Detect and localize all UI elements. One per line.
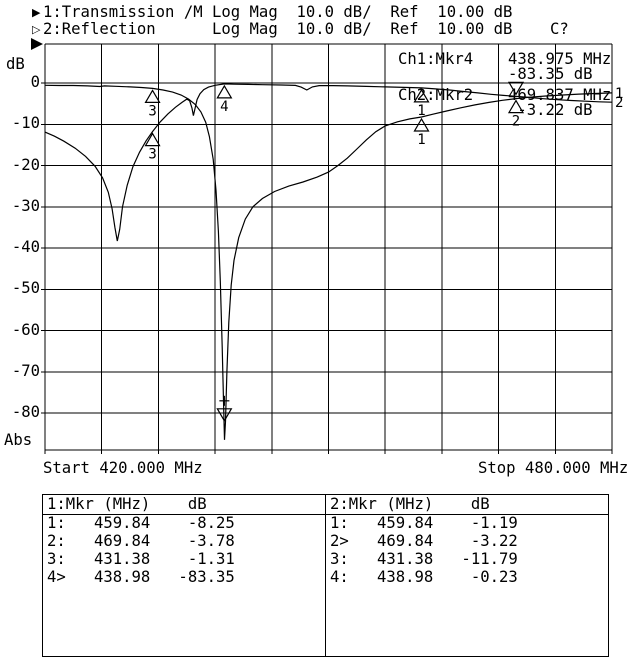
- y-tick-label: -60: [11, 320, 40, 339]
- marker-1-4-symbol: [216, 395, 233, 423]
- trace-2-end-label: 2: [615, 95, 623, 111]
- trace-1-end-label: 1: [615, 86, 623, 102]
- readout-ch2-value: -3.22 dB: [508, 101, 593, 119]
- marker-table-ch2-header: 2:Mkr (MHz) dB: [330, 495, 490, 513]
- y-tick-label: -70: [11, 361, 40, 380]
- y-tick-label: -40: [11, 238, 40, 256]
- trace2-header: 2:Reflection Log Mag 10.0 dB/ Ref 10.00 …: [43, 20, 569, 38]
- y-axis-unit-label: dB: [6, 55, 25, 73]
- trace-1: [44, 84, 613, 440]
- marker-table-ch1-header: 1:Mkr (MHz) dB: [47, 495, 207, 513]
- svg-text:1: 1: [417, 103, 425, 119]
- start-frequency-label: Start 420.000 MHz: [43, 459, 203, 477]
- readout-ch1-frequency: 438.975 MHz: [508, 50, 612, 68]
- marker-table-row: 4: 438.98 -0.23: [330, 568, 518, 586]
- marker-table-row: 2: 469.84 -3.78: [47, 532, 235, 550]
- marker-2-3-symbol: 3: [144, 132, 161, 163]
- y-tick-label: -50: [11, 279, 40, 298]
- svg-text:4: 4: [220, 99, 228, 115]
- y-tick-label: -20: [11, 155, 40, 174]
- marker-1-3-symbol: 3: [144, 89, 161, 119]
- svg-text:3: 3: [148, 103, 156, 119]
- marker-table-row: 4> 438.98 -83.35: [47, 568, 235, 586]
- marker-table-row: 3: 431.38 -11.79: [330, 550, 518, 568]
- y-axis-abs-label: Abs: [4, 431, 33, 449]
- marker-table-row: 1: 459.84 -1.19: [330, 514, 518, 532]
- marker-table-ch1-divider: [43, 514, 325, 515]
- reference-level-indicator-icon: [31, 38, 43, 50]
- y-tick-label: -30: [11, 196, 40, 215]
- trace1-active-indicator-icon: ▶: [32, 6, 41, 19]
- marker-table-row: 3: 431.38 -1.31: [47, 550, 235, 568]
- readout-ch1-value: -83.35 dB: [508, 65, 593, 83]
- stop-frequency-label: Stop 480.000 MHz: [478, 459, 629, 477]
- y-tick-label: 0: [30, 73, 40, 91]
- svg-text:3: 3: [148, 147, 156, 163]
- y-tick-label: -10: [11, 114, 40, 133]
- trace2-active-indicator-icon: ▷: [32, 23, 41, 36]
- y-tick-label: -80: [11, 403, 40, 421]
- marker-table-row: 2> 469.84 -3.22: [330, 532, 518, 550]
- marker-table-ch1: 1:Mkr (MHz) dB 1: 459.84 -8.25 2: 469.84 …: [42, 494, 326, 657]
- marker-table-ch2: 2:Mkr (MHz) dB 1: 459.84 -1.19 2> 469.84 …: [325, 494, 609, 657]
- marker-table-ch2-divider: [326, 514, 608, 515]
- svg-text:1: 1: [417, 132, 425, 148]
- readout-ch2-label: Ch2:Mkr2: [398, 86, 474, 104]
- readout-ch1-label: Ch1:Mkr4: [398, 50, 474, 68]
- marker-2-4-symbol: 4: [216, 84, 233, 115]
- marker-table-row: 1: 459.84 -8.25: [47, 514, 235, 532]
- trace1-header: 1:Transmission /M Log Mag 10.0 dB/ Ref 1…: [43, 3, 513, 21]
- marker-1-1-symbol: 1: [413, 117, 430, 148]
